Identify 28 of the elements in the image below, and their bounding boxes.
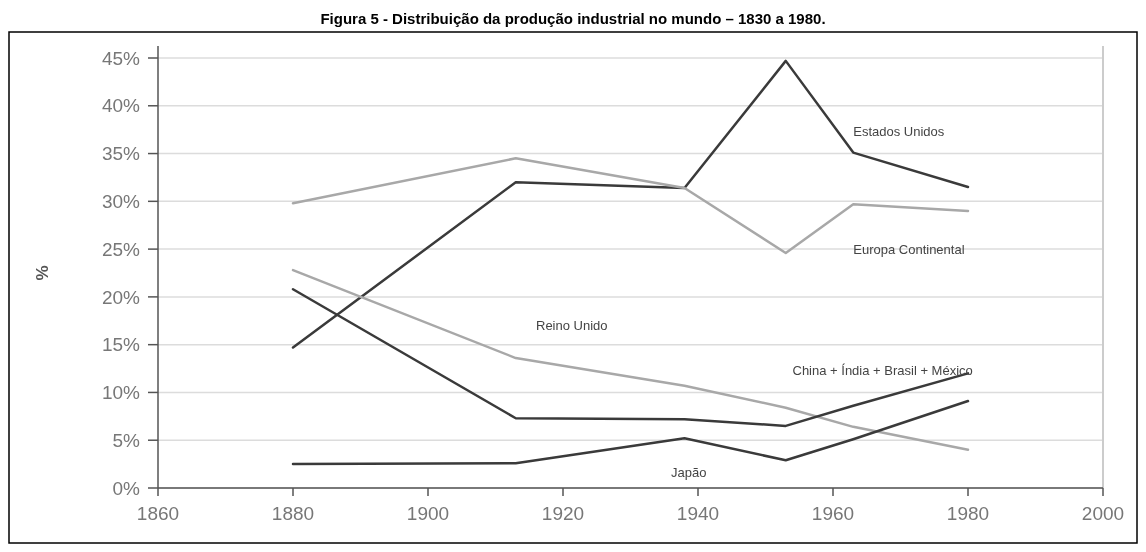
series-label: Japão <box>671 464 707 480</box>
line-series <box>291 268 970 452</box>
chart-title: Figura 5 - Distribuição da produção industrial no mundo – 1830 a 1980. <box>320 10 826 27</box>
y-tick-label: 10% <box>101 382 141 404</box>
x-tick-label: 1880 <box>271 503 315 524</box>
y-tick-label: 30% <box>101 190 141 212</box>
x-tick-label: 1920 <box>541 503 585 524</box>
x-tick-label: 1860 <box>136 503 180 524</box>
series-label: Estados Unidos <box>853 124 945 140</box>
y-tick-label: 45% <box>101 47 141 69</box>
y-tick-label: 0% <box>112 477 141 499</box>
y-tick-label: 40% <box>101 95 141 117</box>
line-series <box>291 399 970 466</box>
x-tick-label: 2000 <box>1081 503 1125 524</box>
y-tick-label: 35% <box>101 143 141 165</box>
x-tick-label: 1900 <box>406 503 450 524</box>
y-tick-label: 20% <box>101 286 141 308</box>
y-tick-label: 5% <box>112 429 141 451</box>
series-label: China + Índia + Brasil + México <box>792 363 973 379</box>
x-tick-label: 1940 <box>676 503 720 524</box>
text: Reino Unido <box>536 318 608 334</box>
y-tick-label: 15% <box>101 334 141 356</box>
line-series <box>291 157 970 255</box>
y-tick-label: 25% <box>101 238 141 260</box>
y-axis-title: % <box>33 265 52 281</box>
x-tick-label: 1960 <box>811 503 855 524</box>
text: Europa Continental <box>853 241 965 257</box>
x-tick-label: 1980 <box>946 503 990 524</box>
